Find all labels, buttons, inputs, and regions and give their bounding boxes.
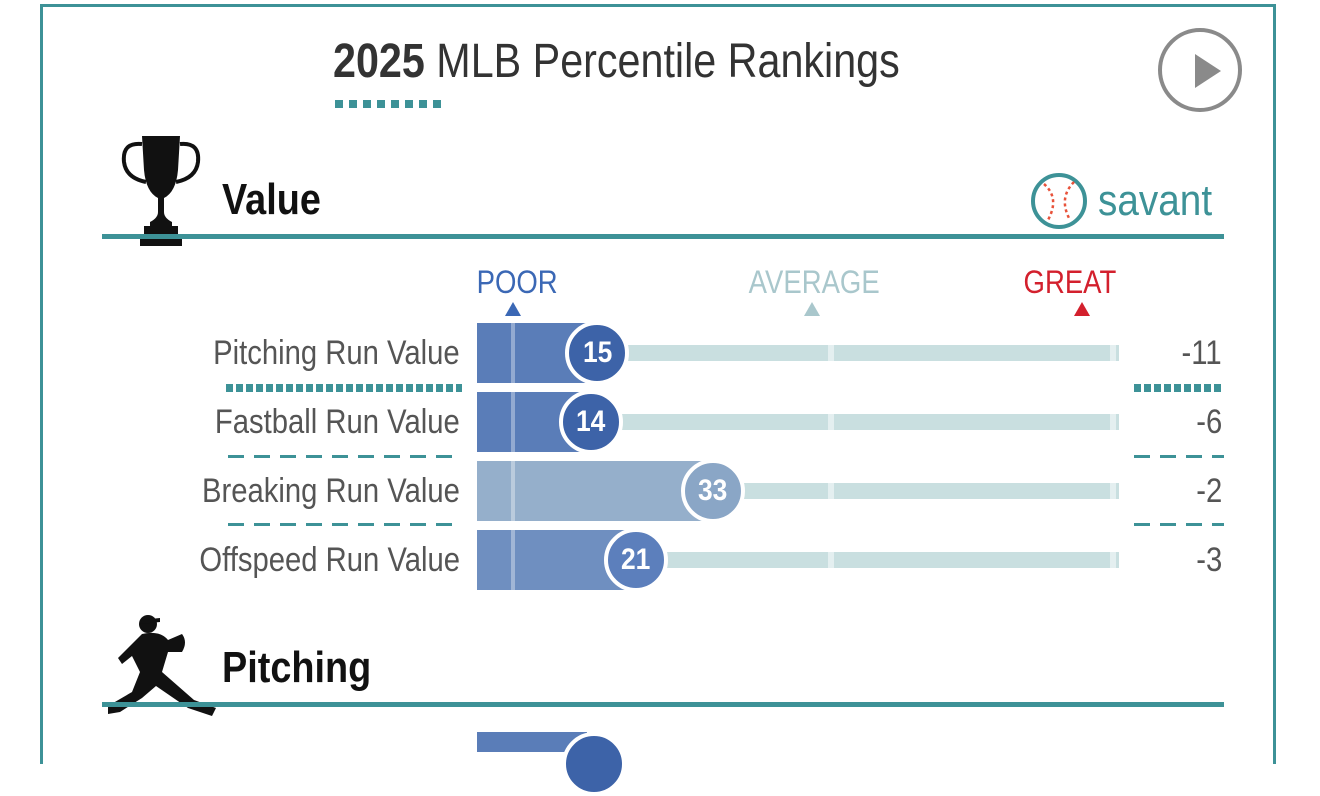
bar-guide-line (511, 530, 515, 590)
trophy-icon (121, 136, 201, 246)
percentile-bubble[interactable]: 15 (565, 321, 630, 385)
scale-marker-poor (505, 302, 521, 316)
metric-stat-value: -3 (1195, 541, 1222, 579)
section-title-value: Value (222, 175, 321, 224)
percentile-value: 21 (621, 543, 651, 576)
metric-stat-value: -11 (1181, 334, 1222, 372)
section-title-pitching: Pitching (222, 643, 372, 692)
track-tick (828, 483, 834, 499)
bar-guide-line (511, 392, 515, 452)
row-separator (228, 455, 462, 458)
row-separator (1134, 384, 1224, 392)
bar-guide-line (511, 323, 515, 383)
row-separator (228, 523, 462, 526)
scale-label-average: AVERAGE (748, 264, 880, 300)
track-tick (828, 414, 834, 430)
savant-logo[interactable]: savant (1030, 172, 1230, 230)
track-tick (1110, 414, 1117, 430)
percentile-value: 14 (576, 405, 606, 438)
row-separator (226, 384, 462, 392)
percentile-value: 15 (582, 336, 612, 369)
row-separator (1134, 455, 1224, 458)
percentile-card (40, 4, 1276, 764)
section-divider-pitching (102, 702, 1224, 707)
baseball-icon (1031, 173, 1087, 229)
title-underline (335, 100, 445, 108)
play-button[interactable] (1158, 28, 1242, 112)
scale-marker-great (1074, 302, 1090, 316)
percentile-bubble[interactable]: 21 (603, 528, 668, 592)
scale-label-poor: POOR (476, 264, 558, 300)
page-title: 2025 MLB Percentile Rankings (333, 32, 900, 92)
percentile-bubble[interactable]: 33 (680, 459, 745, 523)
metric-label: Offspeed Run Value (199, 541, 460, 579)
bar-guide-line (511, 461, 515, 521)
metric-label: Pitching Run Value (213, 334, 460, 372)
scale-label-great: GREAT (1023, 264, 1117, 300)
scale-marker-average (804, 302, 820, 316)
metric-label: Breaking Run Value (202, 472, 460, 510)
track-tick (1110, 483, 1117, 499)
pitcher-icon (108, 615, 216, 716)
metric-stat-value: -2 (1195, 472, 1222, 510)
track-tick (1110, 552, 1117, 568)
title-year: 2025 (333, 35, 425, 88)
savant-text: savant (1098, 176, 1213, 225)
metric-label: Fastball Run Value (215, 403, 460, 441)
play-icon (1195, 54, 1221, 88)
section-divider-value (102, 234, 1224, 239)
percentile-value: 33 (698, 474, 728, 507)
next-row-bubble (562, 732, 626, 796)
row-separator (1134, 523, 1224, 526)
metric-stat-value: -6 (1195, 403, 1222, 441)
track-tick (828, 552, 834, 568)
percentile-bar (477, 461, 713, 521)
track-tick (828, 345, 834, 361)
title-text: MLB Percentile Rankings (436, 35, 900, 88)
percentile-bubble[interactable]: 14 (558, 390, 623, 454)
track-tick (1110, 345, 1117, 361)
